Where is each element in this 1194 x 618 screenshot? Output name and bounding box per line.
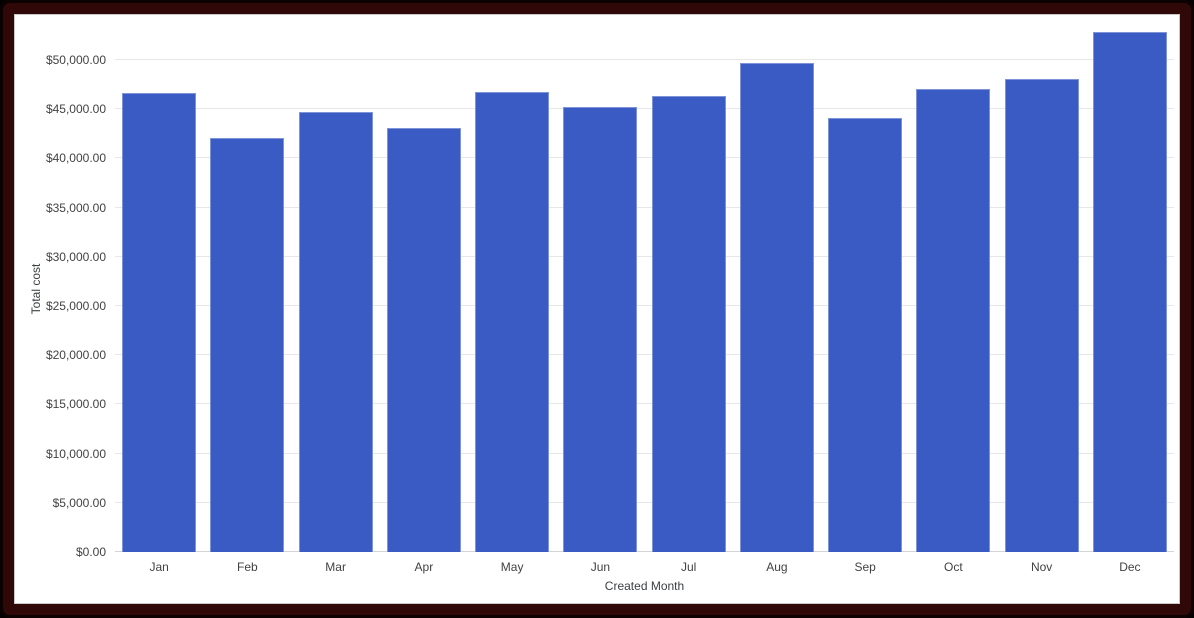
x-tick-label-nov: Nov [1030, 560, 1053, 574]
gridline-0 [115, 551, 1174, 552]
x-tick-label-may: May [500, 560, 524, 574]
bar-band-jun [556, 25, 644, 552]
bar-jun[interactable] [563, 107, 638, 552]
bar-apr[interactable] [386, 127, 461, 552]
gridline-30000 [115, 255, 1174, 257]
x-tick-label-aug: Aug [766, 560, 788, 574]
y-tick-label-5000: $5,000.00 [52, 495, 106, 510]
x-axis-title: Created Month [604, 579, 685, 593]
bar-jan[interactable] [122, 93, 197, 552]
bar-feb[interactable] [210, 137, 285, 552]
x-tick-label-oct: Oct [944, 560, 963, 574]
x-tick-label-apr: Apr [414, 560, 434, 574]
bar-band-sep [821, 25, 909, 552]
gridline-50000 [115, 59, 1174, 61]
bar-band-dec [1086, 25, 1174, 552]
y-tick-label-10000: $10,000.00 [45, 446, 106, 461]
y-tick-label-50000: $50,000.00 [45, 53, 106, 68]
bar-oct[interactable] [916, 88, 991, 552]
y-tick-label-30000: $30,000.00 [45, 249, 106, 264]
bar-mar[interactable] [298, 112, 373, 552]
bar-jul[interactable] [651, 96, 726, 552]
y-axis-title: Total cost [29, 263, 43, 314]
y-tick-label-0: $0.00 [75, 545, 106, 559]
gridline-20000 [115, 354, 1174, 356]
x-tick-label-jun: Jun [590, 560, 611, 574]
bar-nov[interactable] [1004, 78, 1079, 552]
gridline-5000 [115, 501, 1174, 503]
gridline-40000 [115, 157, 1174, 159]
bar-band-jan [115, 25, 203, 552]
bar-sep[interactable] [828, 118, 903, 552]
bar-may[interactable] [475, 91, 550, 552]
y-tick-label-15000: $15,000.00 [45, 397, 106, 412]
x-tick-label-jul: Jul [680, 560, 697, 574]
y-tick-label-45000: $45,000.00 [45, 102, 106, 117]
y-tick-label-35000: $35,000.00 [45, 200, 106, 215]
y-tick-label-40000: $40,000.00 [45, 151, 106, 166]
x-axis-labels: Jan Feb Mar Apr May Jun Jul Aug Sep Oct Nov Dec [115, 560, 1174, 574]
x-tick-label-mar: Mar [325, 560, 346, 574]
x-tick-label-feb: Feb [237, 560, 258, 574]
bar-band-feb [203, 25, 291, 552]
gridline-45000 [115, 108, 1174, 110]
bar-band-apr [380, 25, 468, 552]
bar-band-mar [292, 25, 380, 552]
chart-card: Total cost Jan Feb Mar Apr May Jun Jul Aug Sep Oc… [15, 15, 1179, 603]
gridline-25000 [115, 305, 1174, 307]
x-tick-label-sep: Sep [854, 560, 876, 574]
bar-band-nov [998, 25, 1086, 552]
x-tick-label-dec: Dec [1119, 560, 1141, 574]
bar-band-may [468, 25, 556, 552]
y-tick-label-20000: $20,000.00 [45, 348, 106, 363]
bar-band-aug [733, 25, 821, 552]
bar-dec[interactable] [1092, 31, 1167, 552]
gridline-15000 [115, 403, 1174, 405]
x-tick-label-jan: Jan [149, 560, 169, 574]
y-tick-label-25000: $25,000.00 [45, 299, 106, 314]
bar-band-oct [909, 25, 997, 552]
gridline-35000 [115, 206, 1174, 208]
bar-band-jul [645, 25, 733, 552]
bar-aug[interactable] [739, 62, 814, 552]
plot-area: Total cost Jan Feb Mar Apr May Jun Jul Aug Sep Oc… [29, 25, 1174, 593]
gridline-10000 [115, 452, 1174, 454]
